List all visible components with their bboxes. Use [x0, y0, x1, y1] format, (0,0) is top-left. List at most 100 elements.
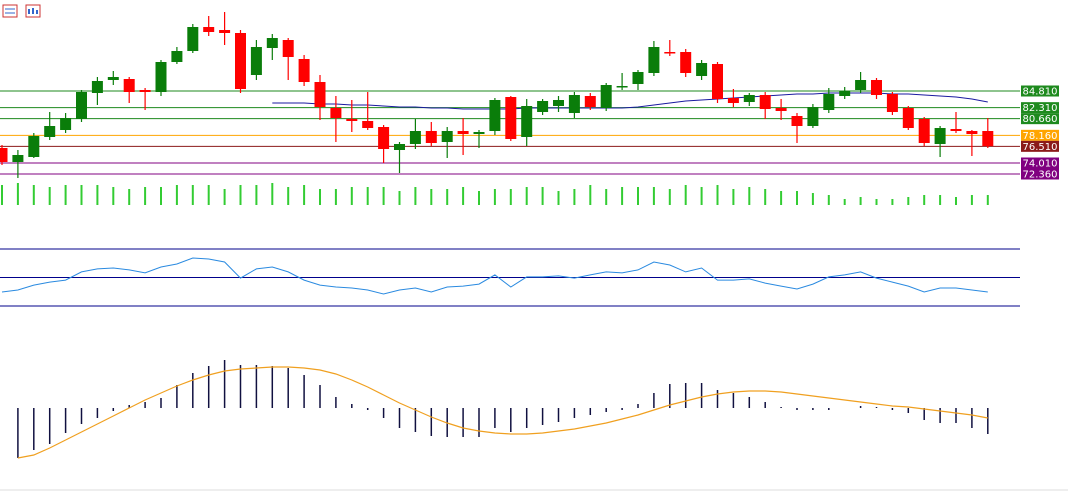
candle-body	[823, 94, 835, 110]
volume-bar	[350, 187, 353, 205]
volume-bar	[811, 193, 814, 205]
candle-body	[219, 30, 231, 33]
candle-body	[266, 38, 278, 48]
volume-bar	[112, 187, 115, 205]
volume-bar	[573, 189, 576, 205]
candle-body	[616, 86, 628, 88]
volume-bar	[64, 185, 67, 205]
candle-body	[60, 118, 72, 130]
volume-bar	[700, 187, 703, 205]
candle-body	[282, 40, 294, 57]
candle-body	[839, 91, 851, 96]
candle-body	[187, 27, 199, 51]
volume-bar	[843, 199, 846, 205]
volume-bar	[478, 191, 480, 205]
candle-body	[791, 116, 803, 126]
volume-bar	[48, 187, 51, 205]
toolbar-icon[interactable]	[2, 4, 18, 18]
candle-body	[473, 132, 485, 134]
volume-bar	[780, 191, 783, 205]
candle-body	[362, 121, 374, 128]
candle-body	[807, 107, 819, 126]
candle-body	[107, 77, 119, 80]
candle-body	[378, 127, 390, 149]
volume-bar	[319, 189, 321, 205]
candle-body	[0, 148, 8, 162]
volume-bar	[668, 189, 671, 205]
level-label: 72.360	[1023, 170, 1058, 181]
volume-bar	[732, 189, 735, 205]
candle-body	[28, 136, 40, 157]
volume-bar	[175, 185, 178, 205]
candle-body	[314, 82, 326, 107]
candle-body	[934, 128, 946, 144]
candle-body	[298, 59, 310, 82]
candle-body	[871, 80, 882, 95]
candle-body	[632, 72, 644, 84]
level-label: 78.160	[1023, 131, 1058, 142]
candle-body	[680, 52, 692, 73]
volume-bar	[32, 185, 35, 205]
volume-bar	[557, 191, 560, 205]
volume-bar	[334, 189, 337, 205]
volume-bar	[827, 195, 830, 205]
volume-bar	[509, 189, 512, 205]
moving-average	[272, 92, 988, 110]
candle-body	[346, 119, 358, 121]
candle-body	[759, 95, 771, 109]
candle-body	[648, 47, 660, 73]
volume-bar	[637, 187, 639, 205]
candle-body	[743, 95, 755, 102]
volume-bar	[271, 183, 274, 205]
volume-bar	[541, 187, 544, 205]
volume-bar	[80, 185, 83, 205]
level-label-bg	[1021, 140, 1059, 152]
level-label-bg	[1021, 102, 1059, 114]
signal-line	[17, 366, 988, 459]
volume-bar	[366, 187, 369, 205]
candle-body	[553, 100, 564, 106]
volume-bar	[493, 189, 496, 205]
candle-body	[600, 85, 612, 108]
volume-bar	[652, 187, 655, 205]
volume-bar	[939, 195, 942, 205]
candle-body	[918, 119, 930, 143]
volume-bar	[96, 185, 99, 205]
candle-body	[409, 131, 421, 144]
candle-body	[171, 51, 183, 62]
volume-bar	[303, 185, 306, 205]
volume-bar	[716, 185, 719, 205]
volume-bar	[748, 187, 751, 205]
indicator-line	[1, 257, 988, 295]
candle-body	[696, 63, 708, 76]
volume-bar	[891, 199, 894, 205]
volume-bar	[859, 197, 862, 205]
volume-bar	[764, 189, 767, 205]
volume-bar	[398, 191, 401, 205]
candle-body	[12, 155, 24, 162]
volume-bar	[589, 185, 592, 205]
volume-bar	[255, 185, 258, 205]
candle-body	[584, 96, 596, 107]
level-label-bg	[1021, 113, 1059, 125]
level-label-bg	[1021, 168, 1059, 180]
level-label: 76.510	[1023, 142, 1058, 153]
candle-body	[966, 131, 978, 134]
volume-bar	[907, 197, 910, 205]
volume-bar	[144, 187, 147, 205]
volume-bar	[796, 191, 798, 205]
candle-body	[664, 52, 676, 54]
level-label-bg	[1021, 157, 1059, 169]
volume-bar	[414, 187, 417, 205]
candle-body	[505, 97, 517, 139]
candle-body	[139, 90, 151, 92]
candle-body	[950, 129, 962, 131]
volume-bar	[191, 185, 194, 205]
volume-bar	[287, 187, 290, 205]
level-label-bg	[1021, 85, 1059, 97]
volume-bar	[525, 187, 528, 205]
level-label: 80.660	[1023, 114, 1058, 125]
volume-bar	[128, 189, 131, 205]
volume-bar	[970, 195, 973, 205]
candle-body	[568, 95, 580, 113]
